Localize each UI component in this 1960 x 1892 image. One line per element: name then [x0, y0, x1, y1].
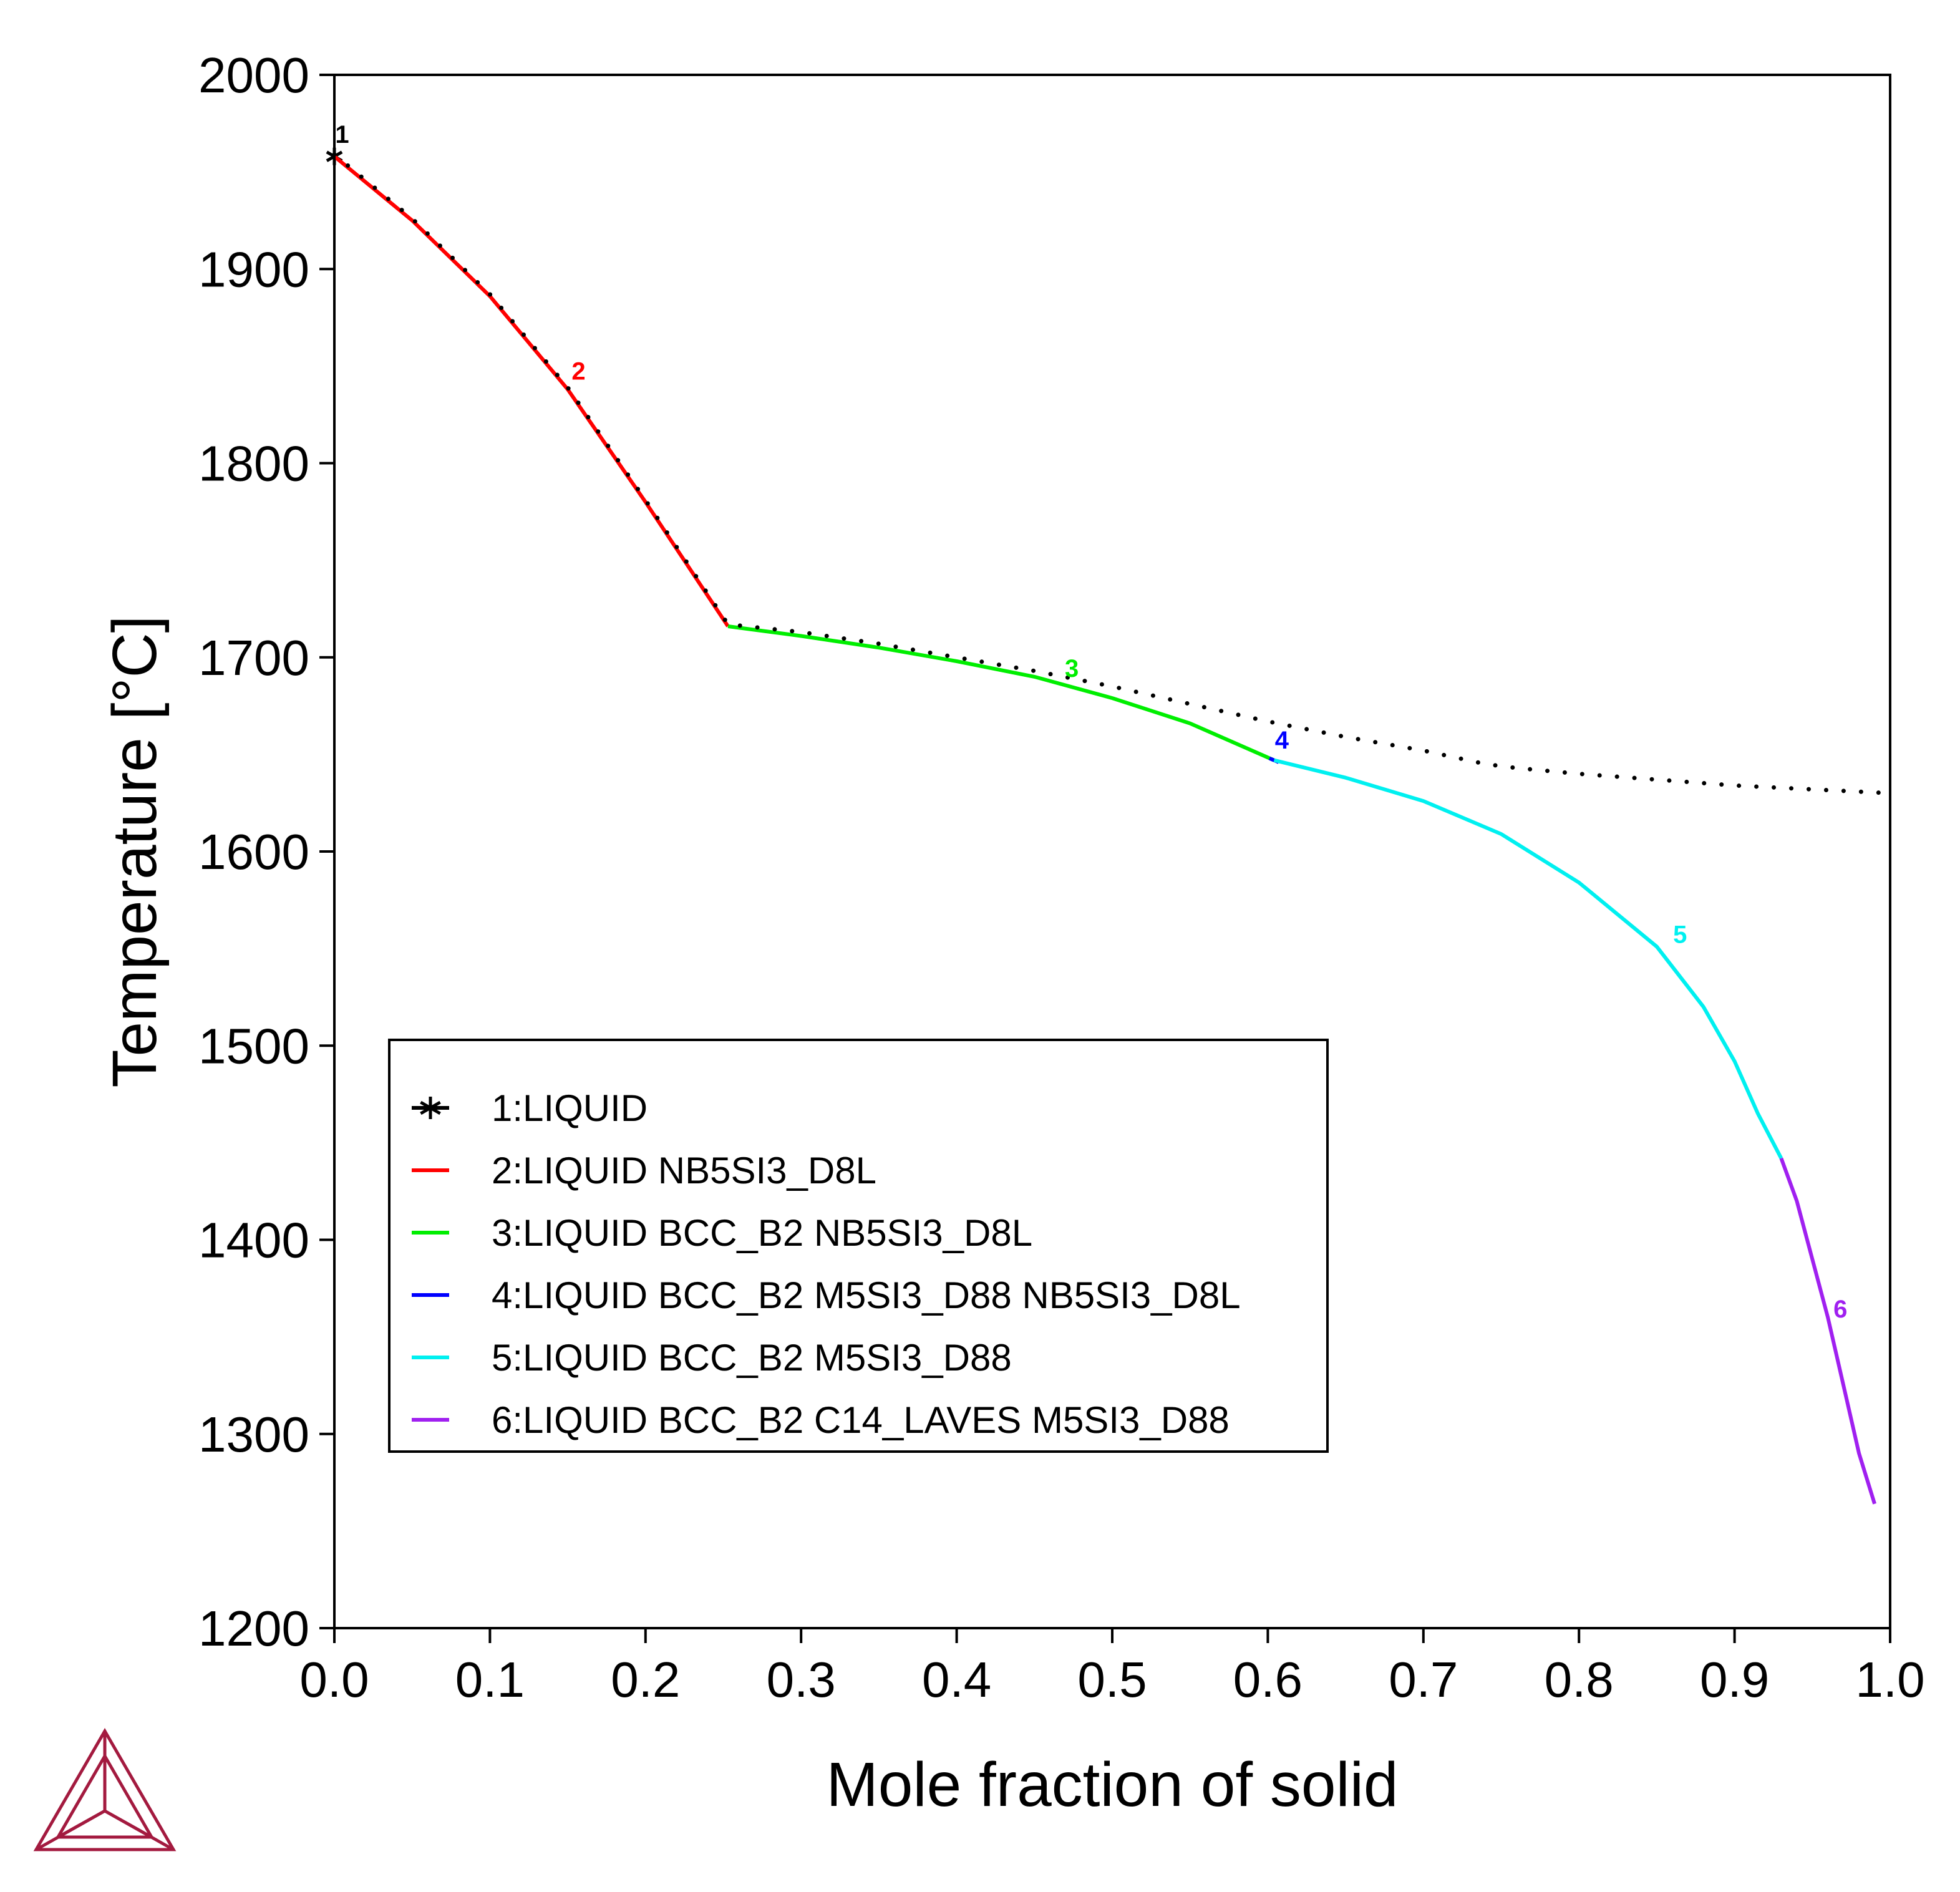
y-tick-label: 2000 — [198, 47, 309, 103]
dotted-reference-curve — [332, 152, 1893, 796]
curve-label-5: 5 — [1673, 921, 1687, 948]
y-axis-title: Temperature [°C] — [100, 616, 170, 1088]
curve-label-3: 3 — [1065, 655, 1079, 682]
y-tick-label: 1700 — [198, 630, 309, 686]
series-line-2 — [333, 155, 730, 628]
y-tick-label: 1200 — [198, 1601, 309, 1656]
y-tick-label: 1800 — [198, 436, 309, 492]
curve-label-4: 4 — [1275, 727, 1289, 754]
x-axis-title: Mole fraction of solid — [826, 1750, 1398, 1820]
series-line-6 — [1779, 1157, 1876, 1505]
legend-item: 1:LIQUID — [412, 1087, 648, 1129]
thermo-calc-logo — [33, 1728, 177, 1851]
legend-label: 4:LIQUID BCC_B2 M5SI3_D88 NB5SI3_D8L — [492, 1274, 1241, 1316]
x-ticks: 0.0 0.1 0.2 0.3 0.4 0.5 0.6 0.7 0.8 0.9 1.0 — [299, 1628, 1925, 1707]
series-line-5 — [1273, 758, 1783, 1160]
x-tick-label: 0.3 — [767, 1652, 836, 1707]
legend-label: 3:LIQUID BCC_B2 NB5SI3_D8L — [492, 1212, 1032, 1254]
curves — [326, 147, 1893, 1505]
curve-labels: 1 2 3 4 5 6 — [335, 121, 1847, 1323]
x-tick-label: 0.7 — [1389, 1652, 1458, 1707]
legend: 1:LIQUID 2:LIQUID NB5SI3_D8L 3:LIQUID BCC_… — [388, 1039, 1329, 1453]
x-tick-label: 0.4 — [922, 1652, 991, 1707]
x-tick-label: 0.9 — [1700, 1652, 1769, 1707]
legend-item: 2:LIQUID NB5SI3_D8L — [412, 1150, 876, 1191]
x-tick-label: 0.0 — [299, 1652, 369, 1707]
legend-item: 4:LIQUID BCC_B2 M5SI3_D88 NB5SI3_D8L — [412, 1274, 1241, 1316]
x-tick-label: 0.2 — [611, 1652, 680, 1707]
legend-star-marker — [420, 1097, 441, 1119]
legend-label: 2:LIQUID NB5SI3_D8L — [492, 1150, 876, 1191]
x-tick-label: 0.5 — [1077, 1652, 1147, 1707]
legend-item: 5:LIQUID BCC_B2 M5SI3_D88 — [412, 1337, 1012, 1379]
legend-item: 3:LIQUID BCC_B2 NB5SI3_D8L — [412, 1212, 1032, 1254]
curve-label-2: 2 — [571, 358, 585, 386]
legend-box — [388, 1039, 1329, 1453]
y-tick-label: 1300 — [198, 1407, 309, 1462]
legend-label: 5:LIQUID BCC_B2 M5SI3_D88 — [492, 1337, 1012, 1379]
curve-label-6: 6 — [1833, 1296, 1847, 1323]
y-tick-label: 1400 — [198, 1213, 309, 1268]
plot-area: 0.0 0.1 0.2 0.3 0.4 0.5 0.6 0.7 0.8 0.9 1.0 120013… — [198, 47, 1925, 1707]
x-tick-label: 0.1 — [455, 1652, 525, 1707]
legend-items: 1:LIQUID 2:LIQUID NB5SI3_D8L 3:LIQUID BCC_… — [412, 1087, 1241, 1441]
legend-label: 1:LIQUID — [492, 1087, 648, 1129]
legend-item: 6:LIQUID BCC_B2 C14_LAVES M5SI3_D88 — [412, 1399, 1230, 1441]
x-tick-label: 1.0 — [1855, 1652, 1924, 1707]
y-ticks: 1200 1300 1400 1500 1600 1700 1800 1900 2000 — [198, 47, 334, 1656]
curve-label-1: 1 — [335, 121, 349, 148]
x-tick-label: 0.6 — [1233, 1652, 1303, 1707]
series-line-3 — [727, 624, 1275, 762]
legend-label: 6:LIQUID BCC_B2 C14_LAVES M5SI3_D88 — [492, 1399, 1230, 1441]
y-tick-label: 1500 — [198, 1018, 309, 1074]
x-tick-label: 0.8 — [1545, 1652, 1614, 1707]
y-tick-label: 1600 — [198, 824, 309, 880]
y-tick-label: 1900 — [198, 241, 309, 297]
